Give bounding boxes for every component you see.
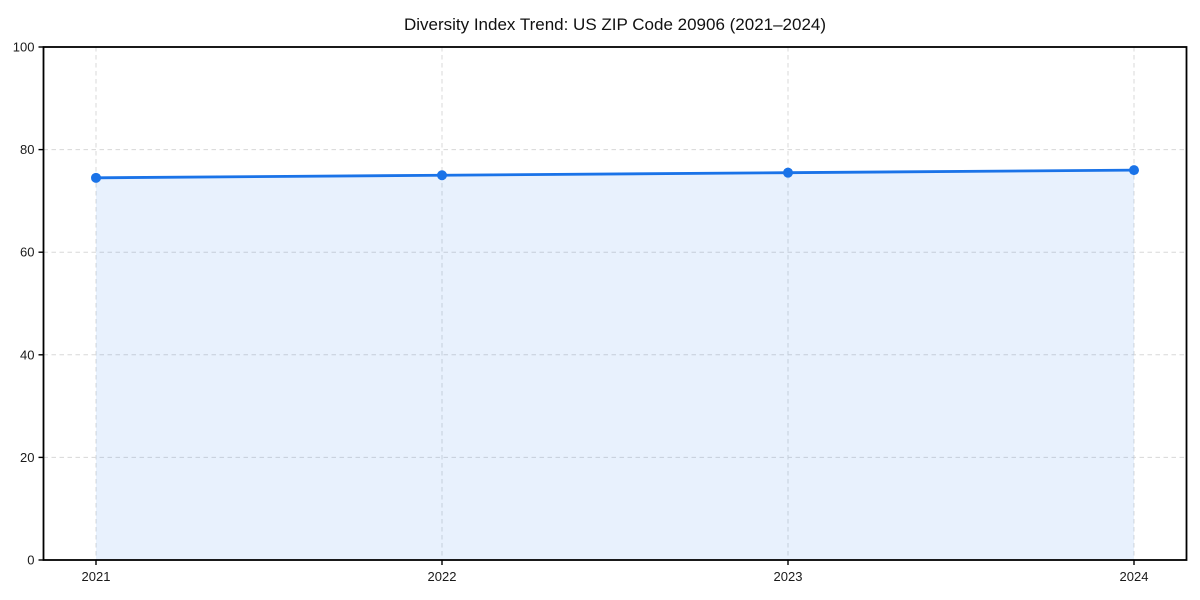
y-tick-label: 40	[20, 347, 34, 362]
area-fill	[96, 170, 1134, 560]
chart-title: Diversity Index Trend: US ZIP Code 20906…	[404, 15, 826, 34]
data-point-2021	[91, 172, 101, 183]
x-tick-label: 2021	[82, 569, 111, 584]
y-tick-label: 60	[20, 245, 34, 260]
trend-line	[94, 168, 1136, 180]
data-point-2024	[1129, 165, 1139, 176]
plot-area: 0 20 40 60 80 100 2021 2022 2023 2024	[13, 40, 1188, 584]
y-tick-label: 0	[27, 553, 34, 568]
y-tick-label: 80	[20, 142, 34, 157]
x-tick-label: 2022	[428, 569, 457, 584]
y-tick-label: 100	[13, 40, 35, 55]
plot-border	[42, 46, 1188, 561]
data-point-2022	[437, 170, 447, 181]
x-tick-label: 2023	[774, 569, 803, 584]
y-tick-label: 20	[20, 450, 34, 465]
x-tick-label: 2024	[1120, 569, 1149, 584]
data-point-2023	[783, 167, 793, 178]
